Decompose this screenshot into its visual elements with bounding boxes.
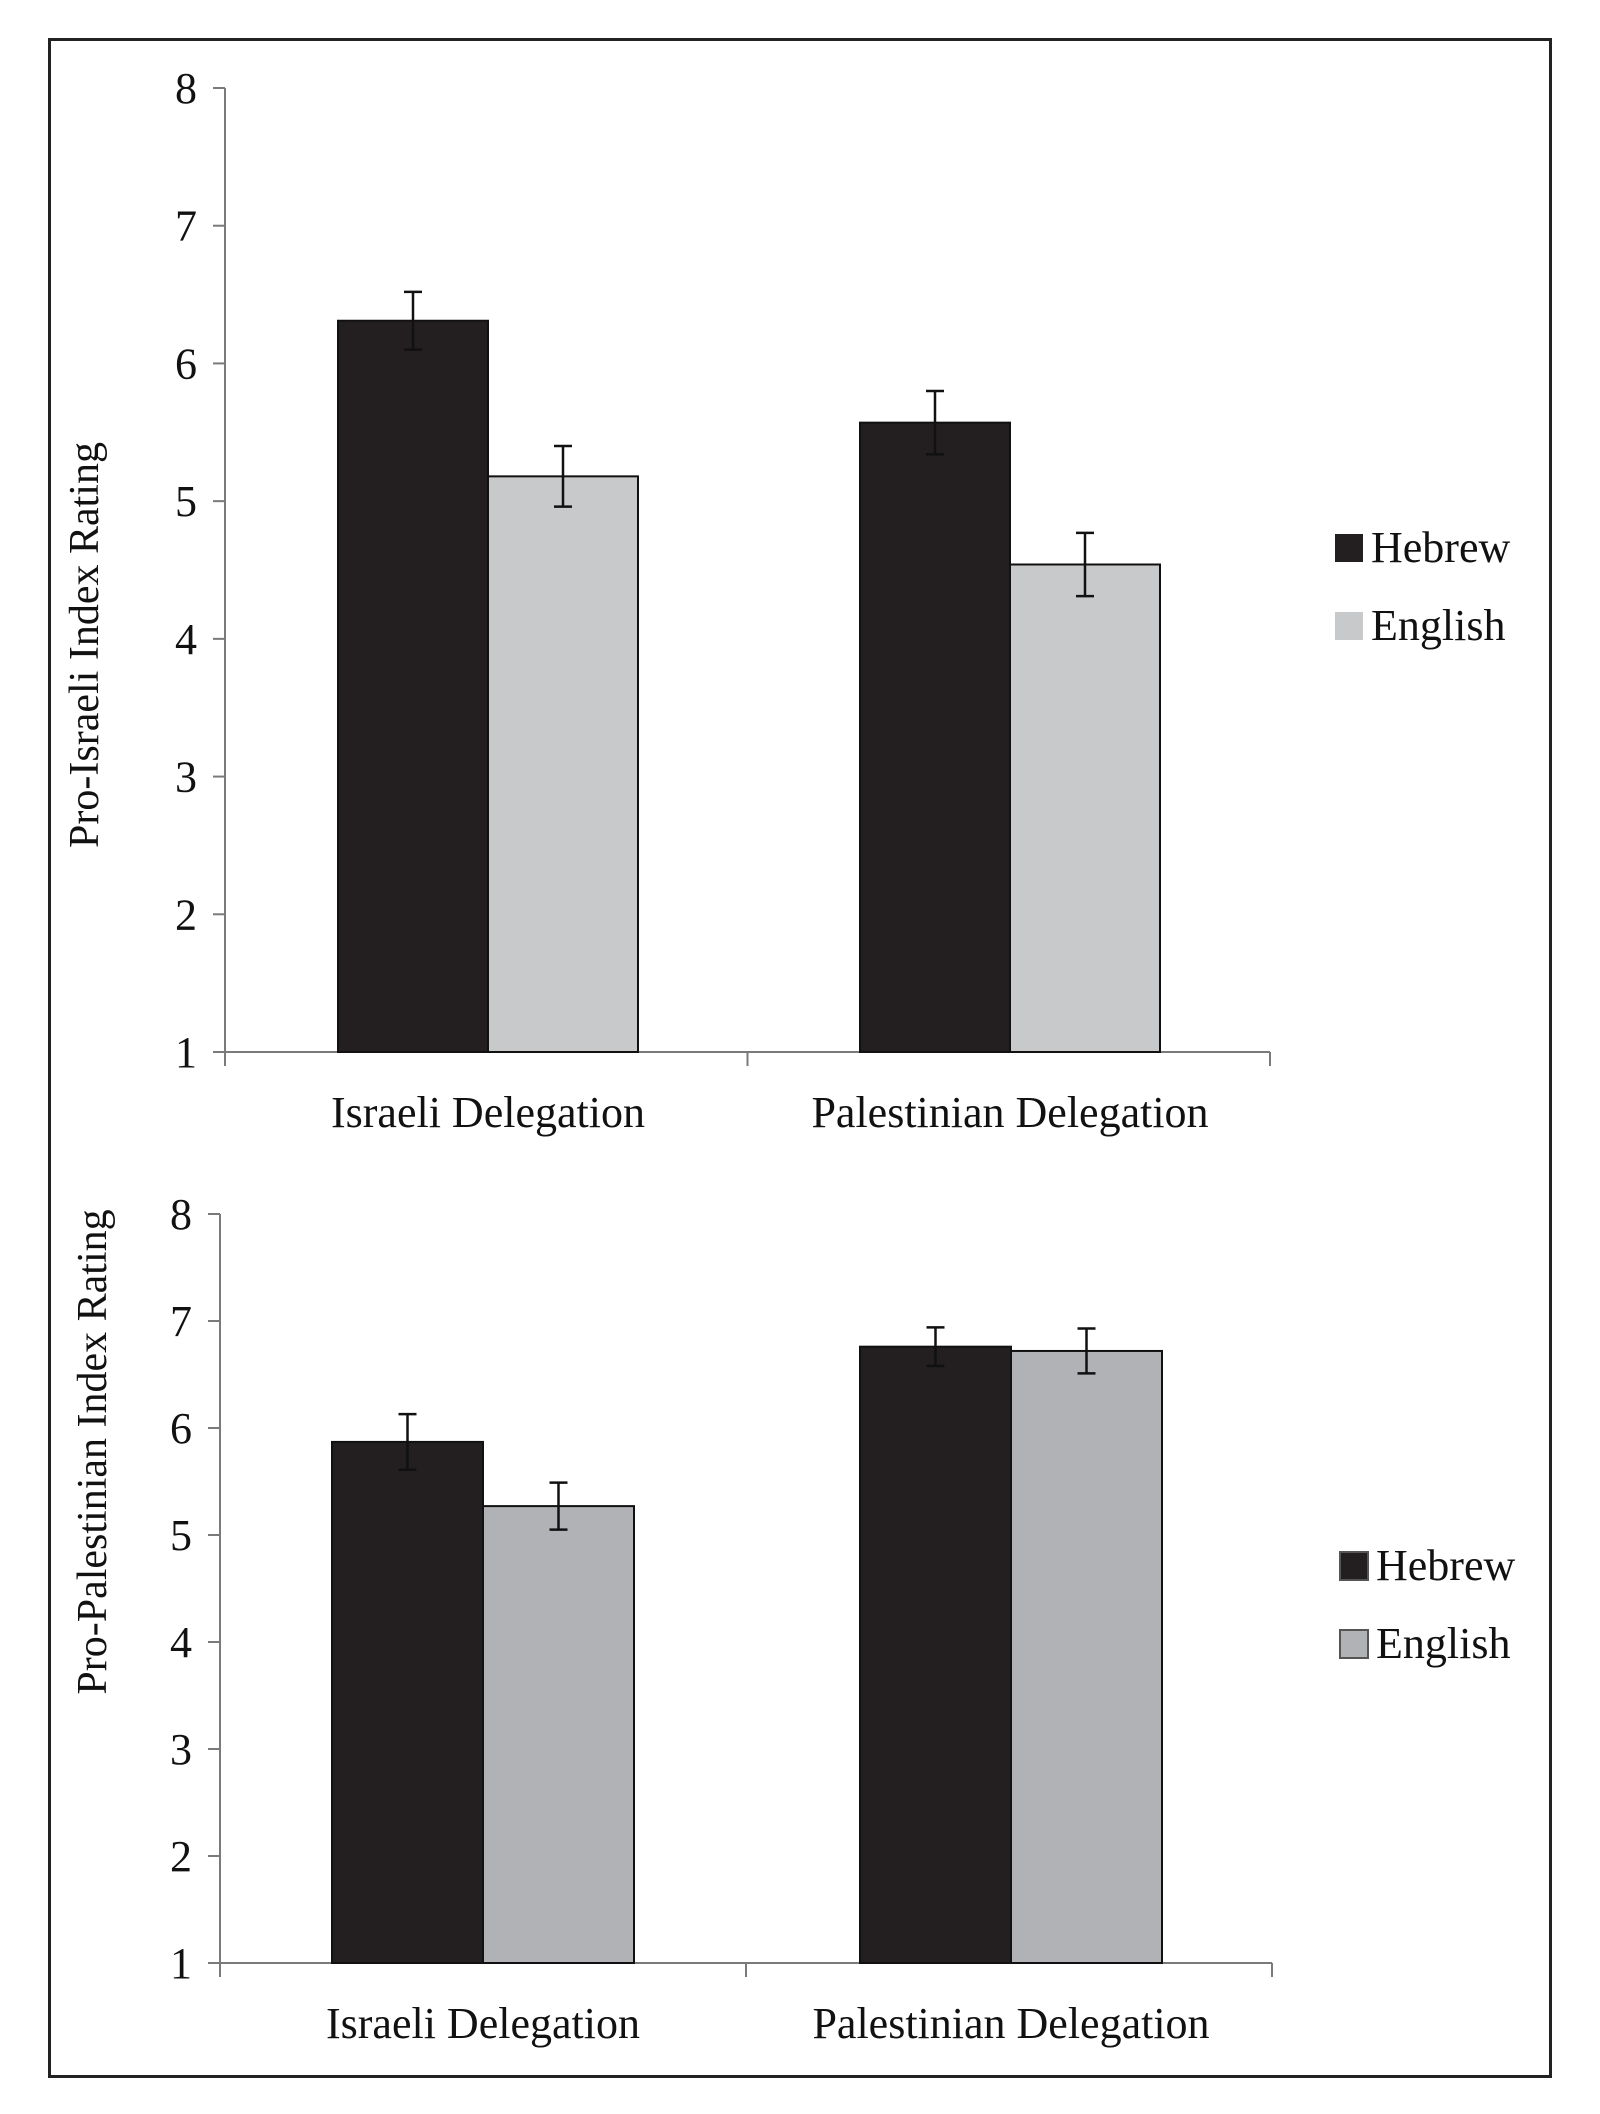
legend-label-english: English <box>1376 1619 1510 1668</box>
y-tick-label: 5 <box>170 1511 192 1560</box>
bar-hebrew-palestinian <box>859 1345 1012 1965</box>
x-category-label: Israeli Delegation <box>331 1088 645 1137</box>
bottom-chart-panel: 1 2 3 4 5 6 7 8 Israeli Delegation Palestinian De… <box>70 1190 1515 2048</box>
y-tick-label: 2 <box>170 1832 192 1881</box>
bar-hebrew-palestinian <box>859 421 1011 1054</box>
legend-swatch-hebrew <box>1339 1551 1369 1581</box>
x-category-label: Palestinian Delegation <box>811 1088 1208 1137</box>
x-category-label: Palestinian Delegation <box>812 1999 1209 2048</box>
legend-swatch-english <box>1339 1629 1369 1659</box>
bar-english-israeli <box>482 1505 635 1964</box>
bar-hebrew-israeli <box>331 1440 484 1965</box>
legend-label-english: English <box>1371 601 1505 650</box>
y-tick-label: 8 <box>170 1190 192 1239</box>
y-tick-label: 3 <box>175 753 197 802</box>
y-tick-label: 1 <box>175 1028 197 1077</box>
figure-frame <box>48 38 1552 2078</box>
legend-label-hebrew: Hebrew <box>1376 1541 1515 1590</box>
y-axis-title: Pro-Israeli Index Rating <box>62 442 108 848</box>
top-chart-panel: 1 2 3 4 5 6 7 8 Israeli Delegation Palestinian De… <box>62 64 1510 1137</box>
y-tick-label: 5 <box>175 477 197 526</box>
y-tick-label: 3 <box>170 1725 192 1774</box>
y-tick-label: 7 <box>175 202 197 251</box>
legend-swatch-hebrew <box>1335 534 1363 562</box>
bar-hebrew-israeli <box>337 319 489 1054</box>
y-tick-label: 4 <box>170 1618 192 1667</box>
bar-english-israeli <box>487 475 639 1053</box>
y-tick-label: 8 <box>175 64 197 113</box>
y-tick-label: 2 <box>175 890 197 939</box>
bar-english-palestinian <box>1009 563 1161 1054</box>
y-tick-label: 6 <box>175 339 197 388</box>
y-tick-label: 6 <box>170 1404 192 1453</box>
x-category-label: Israeli Delegation <box>326 1999 640 2048</box>
y-axis-title: Pro-Palestinian Index Rating <box>70 1209 116 1694</box>
legend-label-hebrew: Hebrew <box>1371 523 1510 572</box>
y-tick-label: 4 <box>175 615 197 664</box>
legend-swatch-english <box>1335 612 1363 640</box>
bar-english-palestinian <box>1010 1349 1163 1964</box>
y-tick-label: 7 <box>170 1297 192 1346</box>
y-tick-label: 1 <box>170 1939 192 1988</box>
